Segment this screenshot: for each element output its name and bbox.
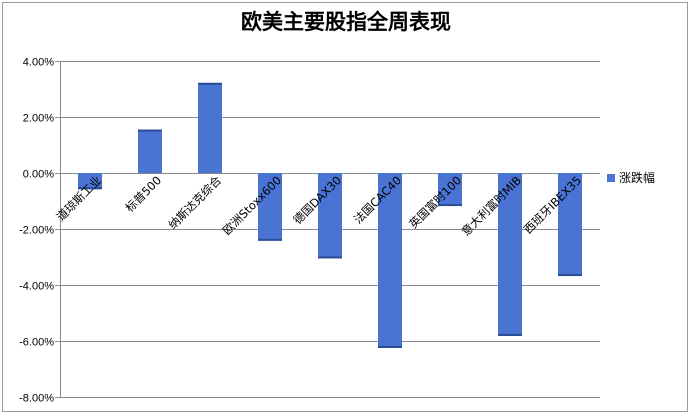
bar-edge [258, 238, 282, 241]
y-tick-label: -6.00% [19, 337, 54, 349]
bars [78, 82, 582, 348]
bar [498, 173, 522, 336]
bar-edge [438, 204, 462, 207]
bar [78, 173, 102, 190]
category-label: 标普500 [122, 173, 164, 215]
bar-edge [558, 274, 582, 277]
bar-edge [138, 129, 162, 132]
category-label: 纳斯达克综合 [165, 173, 224, 232]
legend-label: 涨跌幅 [619, 170, 655, 185]
legend-swatch [607, 174, 615, 182]
bar [258, 173, 282, 241]
axes: 4.00% 2.00% 0.00% -2.00% -4.00% -6.00% -8.00% [19, 57, 61, 405]
y-tick-label: -4.00% [19, 281, 54, 293]
bar [198, 82, 222, 173]
bar-edge [378, 346, 402, 348]
bar [138, 129, 162, 173]
y-tick-label: 0.00% [23, 169, 54, 181]
bar-edge [498, 333, 522, 336]
y-tick-label: 2.00% [23, 113, 54, 125]
bar [558, 173, 582, 277]
chart-title: 欧美主要股指全周表现 [241, 9, 451, 34]
bar [378, 173, 402, 348]
legend: 涨跌幅 [607, 170, 655, 185]
bar [438, 173, 462, 207]
bar-edge [78, 187, 102, 190]
bar [318, 173, 342, 259]
bar-edge [318, 256, 342, 259]
y-tick-label: 4.00% [23, 57, 54, 69]
y-tick-label: -8.00% [19, 393, 54, 405]
bar-edge [198, 82, 222, 85]
y-tick-label: -2.00% [19, 225, 54, 237]
